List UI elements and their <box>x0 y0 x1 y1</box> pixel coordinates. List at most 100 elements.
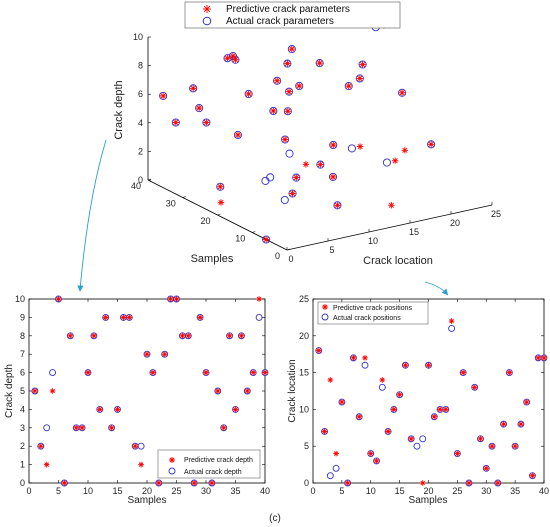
location-predicted-point-stroke <box>472 385 477 390</box>
location-axis <box>286 204 493 251</box>
depth-predicted-point <box>38 443 44 449</box>
predicted-point-3d-stroke <box>388 202 394 208</box>
predicted-point-3d <box>296 82 303 90</box>
depth-y-tick-label: 5 <box>20 386 25 396</box>
predicted-point-3d-stroke <box>274 78 280 84</box>
depth-predicted-point-stroke <box>209 480 215 486</box>
depth-actual-point <box>214 387 222 395</box>
samples-axis-label: Samples <box>191 253 234 265</box>
location-actual-point <box>494 479 502 487</box>
location-actual-point <box>500 420 508 428</box>
predicted-point-3d <box>159 92 167 100</box>
depth-predicted-point <box>203 369 209 376</box>
location-predicted-point-stroke <box>466 480 472 486</box>
predicted-point-3d-stroke <box>217 184 223 190</box>
legend-location: Predictive crack positions Actual crack … <box>317 301 429 325</box>
location-predicted-point <box>523 399 530 405</box>
depth-predicted-point-stroke <box>138 462 144 467</box>
location-actual-point <box>338 398 346 406</box>
samples-tick-label: 10 <box>235 234 245 244</box>
location-predicted-point-stroke <box>380 377 385 383</box>
depth-predicted-point-stroke <box>245 388 250 394</box>
depth-y-tick-label: 10 <box>15 294 25 304</box>
location-x-tick-label: 35 <box>510 486 520 496</box>
location-actual-point <box>413 442 421 450</box>
depth-y-tick-label: 0 <box>20 478 25 488</box>
actual-point-3d <box>287 45 296 54</box>
predicted-point-3d-stroke <box>203 119 209 126</box>
predicted-point-3d-stroke <box>402 147 408 153</box>
legend-location-predicted-label: Predictive crack positions <box>333 305 412 312</box>
predicted-point-3d-stroke <box>346 83 352 89</box>
location-predicted-point-stroke <box>420 480 426 486</box>
predicted-point-3d <box>234 131 242 139</box>
location-predicted-point <box>315 347 322 354</box>
depth-predicted-point <box>161 351 168 357</box>
depth-predicted-point <box>120 314 127 321</box>
depth-y-tick-label: 6 <box>20 368 25 378</box>
location-actual-point <box>349 354 357 362</box>
actual-point-3d <box>269 106 278 115</box>
depth-actual-point <box>208 479 216 487</box>
location-predicted-point-stroke <box>483 465 489 471</box>
arrow-to-depth-plot <box>77 139 107 292</box>
location-predicted-point <box>362 355 368 361</box>
location-actual-point <box>419 435 427 443</box>
depth-predicted-point <box>97 406 103 413</box>
location-actual-point <box>390 405 398 413</box>
location-tick-label: 0 <box>288 254 293 264</box>
location-actual-point <box>442 405 450 413</box>
depth-predicted-point-stroke <box>156 480 162 486</box>
depth-predicted-point-stroke <box>162 351 167 357</box>
location-y-tick-label: 10 <box>299 404 309 414</box>
depth-actual-point <box>196 313 204 321</box>
depth-y-tick-label: 8 <box>20 331 25 341</box>
location-predicted-point <box>454 450 461 457</box>
location-predicted-point-stroke <box>333 451 339 456</box>
actual-point-3d <box>273 76 282 85</box>
predicted-point-3d-stroke <box>173 119 179 126</box>
predicted-point-3d <box>229 52 237 60</box>
location-actual-point <box>425 361 432 369</box>
location-actual-point <box>321 428 328 435</box>
depth-predicted-point <box>250 369 256 376</box>
depth-predicted-point <box>144 351 150 357</box>
location-x-tick-label: 0 <box>310 486 315 496</box>
location-actual-point <box>344 479 352 487</box>
depth-x-tick-label: 25 <box>171 486 181 496</box>
predicted-point-3d <box>329 173 337 181</box>
depth-predicted-point <box>220 425 227 431</box>
depth-predicted-point-stroke <box>180 333 185 339</box>
location-y-label: Crack location <box>287 359 298 422</box>
depth-predicted-point-stroke <box>115 407 120 412</box>
actual-point-3d <box>316 160 325 169</box>
depth-predicted-point-stroke <box>168 296 173 302</box>
depth-predicted-point <box>238 333 245 339</box>
depth-actual-point <box>155 479 163 487</box>
location-x-tick-label: 30 <box>481 486 491 496</box>
predicted-point-3d <box>281 136 289 143</box>
predicted-point-3d-stroke <box>232 57 239 63</box>
depth-predicted-point <box>138 461 144 468</box>
depth-predicted-point-stroke <box>121 315 126 320</box>
depth-predicted-point <box>256 296 262 302</box>
predicted-point-3d <box>195 104 203 112</box>
depth-actual-point <box>220 424 228 432</box>
location-actual-point <box>355 413 363 421</box>
location-actual-point <box>505 369 513 377</box>
depth-actual-point <box>90 332 98 340</box>
location-x-label: Samples <box>409 495 448 506</box>
legend-star <box>322 304 328 310</box>
location-y-tick-label: 25 <box>299 294 309 304</box>
location-predicted-point-stroke <box>431 414 437 420</box>
depth-predicted-point <box>49 388 56 394</box>
location-x-tick-label: 15 <box>395 486 405 496</box>
location-predicted-point-stroke <box>345 480 350 486</box>
depth-predicted-point-stroke <box>215 388 221 394</box>
depth-x-tick-label: 30 <box>201 486 211 496</box>
predicted-point-3d <box>427 141 435 148</box>
location-predicted-point <box>327 377 334 383</box>
depth-actual-point <box>202 369 210 377</box>
depth-x-tick-label: 15 <box>112 486 122 496</box>
predicted-point-3d-stroke <box>392 158 398 164</box>
